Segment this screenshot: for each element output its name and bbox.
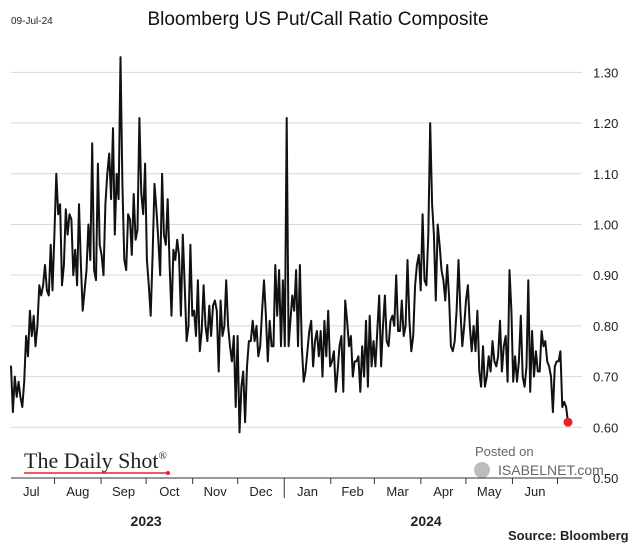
year-labels: 2023 2024	[131, 513, 442, 529]
x-tick-label: Dec	[249, 484, 273, 499]
y-tick-label: 0.90	[593, 268, 618, 283]
brand-dot	[166, 471, 170, 475]
chart-title: Bloomberg US Put/Call Ratio Composite	[147, 9, 488, 30]
site-label: ISABELNET.com	[498, 462, 604, 478]
x-tick-label: Sep	[112, 484, 135, 499]
y-tick-label: 1.00	[593, 217, 618, 232]
x-tick-label: Mar	[386, 484, 409, 499]
year-label: 2023	[131, 513, 162, 529]
brand-name: The Daily Shot	[24, 448, 158, 473]
x-tick-label: Jan	[297, 484, 318, 499]
x-tick-label: Oct	[159, 484, 180, 499]
y-tick-label: 0.60	[593, 420, 618, 435]
x-axis-labels: Jul Aug Sep Oct Nov Dec Jan Feb Mar Apr May Jun	[23, 484, 545, 499]
y-tick-label: 0.80	[593, 319, 618, 334]
series-line	[10, 56, 569, 434]
y-tick-label: 1.20	[593, 116, 618, 131]
x-tick-label: Jul	[23, 484, 40, 499]
y-tick-label: 0.70	[593, 370, 618, 385]
x-axis-ticks	[54, 478, 558, 498]
x-tick-label: Feb	[341, 484, 363, 499]
y-tick-label: 1.30	[593, 65, 618, 80]
chart-date: 09-Jul-24	[11, 16, 53, 27]
y-axis-ticks: 0.50 0.60 0.70 0.80 0.90 1.00 1.10 1.20 1.30	[593, 65, 618, 486]
year-label: 2024	[411, 513, 442, 529]
globe-icon	[474, 462, 490, 478]
x-tick-label: Jun	[524, 484, 545, 499]
x-tick-label: Apr	[433, 484, 454, 499]
source-label: Source: Bloomberg	[508, 528, 629, 543]
series-group	[10, 56, 573, 434]
x-tick-label: Aug	[66, 484, 89, 499]
y-tick-label: 0.50	[593, 471, 618, 486]
last-point-marker	[563, 417, 573, 427]
brand-logo: The Daily Shot®	[24, 448, 167, 473]
y-tick-label: 1.10	[593, 167, 618, 182]
x-tick-label: Nov	[204, 484, 228, 499]
brand-mark: ®	[158, 450, 166, 462]
x-tick-label: May	[477, 484, 502, 499]
watermarks: The Daily Shot® Posted on ISABELNET.com	[24, 444, 604, 478]
posted-on-label: Posted on	[475, 444, 534, 459]
